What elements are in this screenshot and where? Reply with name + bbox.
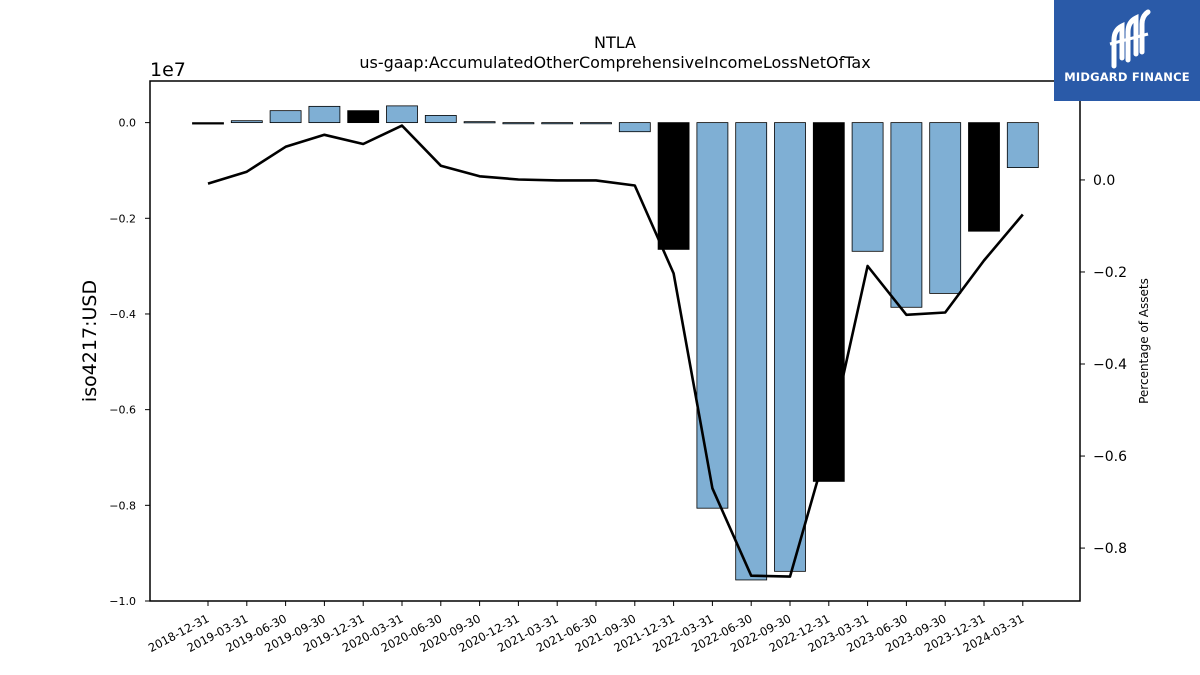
chart-title: NTLA bbox=[594, 33, 636, 52]
y-axis-offset-label: 1e7 bbox=[150, 59, 186, 81]
y-tick-label: 0.0 bbox=[119, 117, 137, 130]
bar-2020-03-31 bbox=[386, 105, 418, 124]
bar-2019-06-30 bbox=[269, 110, 302, 124]
left-axis-ticks: 0.0 −0.2 −0.4 −0.6 −0.8 −1.0 bbox=[109, 117, 150, 608]
bar-2020-12-31 bbox=[502, 122, 535, 125]
percentage-of-assets-line bbox=[207, 124, 1024, 578]
bar-2019-09-30 bbox=[308, 105, 341, 124]
bar-2023-06-30 bbox=[890, 122, 923, 308]
right-axis-ticks: 0.0 −0.2 −0.4 −0.6 −0.8 bbox=[1080, 173, 1127, 557]
bar-2021-03-31 bbox=[541, 122, 574, 125]
bar-2022-09-30 bbox=[774, 122, 806, 572]
bar-2018-12-31 bbox=[192, 122, 224, 125]
y-tick-label: −0.8 bbox=[109, 499, 136, 512]
y-tick-label: −0.6 bbox=[109, 404, 136, 417]
y-axis-label: iso4217:USD bbox=[79, 280, 101, 402]
brand-name: MIDGARD FINANCE bbox=[1064, 70, 1190, 84]
bar-2019-03-31 bbox=[230, 120, 263, 124]
bar-2023-12-31 bbox=[968, 122, 1000, 232]
y-tick-label: −1.0 bbox=[109, 595, 136, 608]
y-tick-label: −0.4 bbox=[109, 308, 136, 321]
y2-tick-label: −0.8 bbox=[1093, 541, 1127, 557]
y2-tick-label: 0.0 bbox=[1093, 173, 1115, 189]
y2-tick-label: −0.2 bbox=[1093, 265, 1127, 281]
plot-frame bbox=[149, 80, 1081, 602]
bar-2021-06-30 bbox=[580, 122, 612, 125]
y2-tick-label: −0.4 bbox=[1093, 357, 1127, 373]
bar-2024-03-31 bbox=[1006, 122, 1039, 168]
bar-2023-09-30 bbox=[929, 122, 962, 294]
chart-subtitle: us-gaap:AccumulatedOtherComprehensiveInc… bbox=[359, 53, 870, 72]
midgard-logo-icon bbox=[1109, 9, 1151, 69]
bar-series bbox=[192, 105, 1039, 581]
line-series bbox=[207, 124, 1024, 578]
bar-2022-12-31 bbox=[812, 122, 845, 482]
bar-2020-09-30 bbox=[463, 121, 496, 124]
bar-2021-12-31 bbox=[657, 122, 690, 250]
right-axis-label: Percentage of Assets bbox=[1137, 278, 1151, 404]
y-tick-label: −0.2 bbox=[109, 212, 136, 225]
bar-2022-06-30 bbox=[735, 122, 768, 581]
bar-2022-03-31 bbox=[696, 122, 729, 509]
bar-2021-09-30 bbox=[618, 122, 651, 133]
bar-2019-12-31 bbox=[347, 110, 380, 124]
x-axis-ticks: 2018-12-312019-03-312019-06-302019-09-30… bbox=[146, 601, 1026, 655]
brand-logo: MIDGARD FINANCE bbox=[1054, 0, 1200, 101]
y2-tick-label: −0.6 bbox=[1093, 449, 1127, 465]
bar-2023-03-31 bbox=[851, 122, 884, 252]
bar-2020-06-30 bbox=[424, 115, 457, 124]
